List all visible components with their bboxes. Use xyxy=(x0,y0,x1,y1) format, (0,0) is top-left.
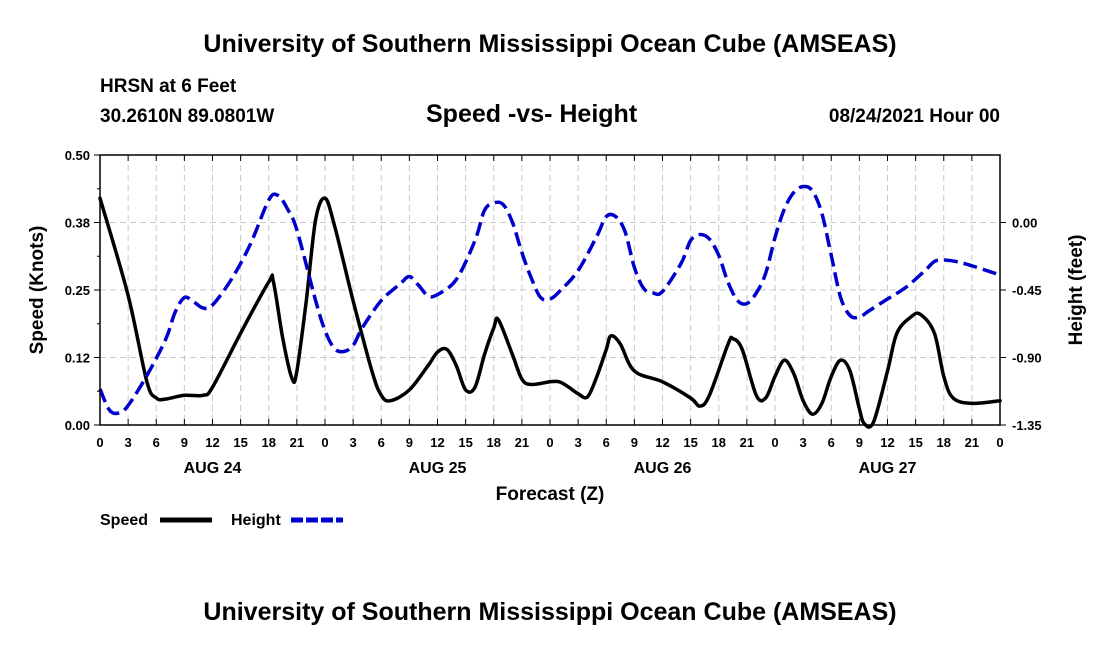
x-tick-label: 3 xyxy=(800,435,807,450)
station-label: HRSN at 6 Feet xyxy=(100,76,237,97)
coordinates-label: 30.2610N 89.0801W xyxy=(100,106,275,127)
x-tick-label: 6 xyxy=(828,435,835,450)
x-tick-label: 6 xyxy=(153,435,160,450)
x-tick-label: 3 xyxy=(125,435,132,450)
y-axis-title-right: Height (feet) xyxy=(1066,235,1087,346)
x-tick-label: 15 xyxy=(908,435,922,450)
x-tick-label: 12 xyxy=(205,435,219,450)
x-tick-label: 21 xyxy=(965,435,979,450)
legend-label-height: Height xyxy=(231,512,281,529)
day-label: AUG 26 xyxy=(634,460,692,477)
x-tick-label: 9 xyxy=(631,435,638,450)
x-tick-label: 12 xyxy=(880,435,894,450)
day-label: AUG 24 xyxy=(184,460,242,477)
x-tick-label: 0 xyxy=(321,435,328,450)
x-tick-label: 18 xyxy=(937,435,951,450)
x-tick-label: 6 xyxy=(378,435,385,450)
x-tick-label: 6 xyxy=(603,435,610,450)
chart-title-top: University of Southern Mississippi Ocean… xyxy=(203,30,897,58)
height-series-line xyxy=(98,184,1001,416)
y-tick-label: 0.12 xyxy=(65,351,90,366)
x-tick-label: 12 xyxy=(430,435,444,450)
x-tick-label: 18 xyxy=(262,435,276,450)
grid-lines xyxy=(100,155,1000,425)
legend-label-speed: Speed xyxy=(100,512,148,529)
day-label: AUG 27 xyxy=(859,460,917,477)
x-tick-label: 21 xyxy=(740,435,754,450)
x-tick-label: 18 xyxy=(712,435,726,450)
y2-tick-label: -0.45 xyxy=(1012,283,1042,298)
y2-tick-label: -1.35 xyxy=(1012,418,1042,433)
axes: 0 3 6 9 12 15 18 21 0 3 6 9 12 15 18 21 0 3 6 9 12 15 18 21 0 3 6 9… xyxy=(65,148,1042,477)
forecast-datetime: 08/24/2021 Hour 00 xyxy=(828,106,1000,127)
x-tick-label: 0 xyxy=(546,435,553,450)
y-tick-label: 0.25 xyxy=(65,283,90,298)
x-tick-label: 9 xyxy=(406,435,413,450)
x-tick-label: 15 xyxy=(683,435,697,450)
x-tick-label: 18 xyxy=(487,435,501,450)
x-tick-label: 12 xyxy=(655,435,669,450)
day-label: AUG 25 xyxy=(409,460,467,477)
data-series xyxy=(98,184,1002,429)
x-tick-label: 15 xyxy=(458,435,472,450)
x-axis-title: Forecast (Z) xyxy=(496,484,605,505)
x-tick-label: 0 xyxy=(996,435,1003,450)
y-tick-label: 0.50 xyxy=(65,148,90,163)
chart-subtitle: Speed -vs- Height xyxy=(426,100,638,128)
y-tick-label: 0.00 xyxy=(65,418,90,433)
x-tick-label: 3 xyxy=(575,435,582,450)
y-axis-title-left: Speed (Knots) xyxy=(27,226,48,355)
x-tick-label: 15 xyxy=(233,435,247,450)
x-tick-label: 9 xyxy=(856,435,863,450)
y-tick-label: 0.38 xyxy=(65,216,90,231)
speed-series-line xyxy=(98,196,1002,429)
y2-tick-label: -0.90 xyxy=(1012,351,1042,366)
x-tick-label: 3 xyxy=(350,435,357,450)
chart-title-bottom: University of Southern Mississippi Ocean… xyxy=(203,598,897,626)
legend: Speed Height xyxy=(100,512,343,529)
y2-tick-label: 0.00 xyxy=(1012,216,1037,231)
x-tick-label: 21 xyxy=(515,435,529,450)
x-tick-label: 0 xyxy=(96,435,103,450)
x-tick-label: 9 xyxy=(181,435,188,450)
x-tick-label: 21 xyxy=(290,435,304,450)
x-tick-label: 0 xyxy=(771,435,778,450)
